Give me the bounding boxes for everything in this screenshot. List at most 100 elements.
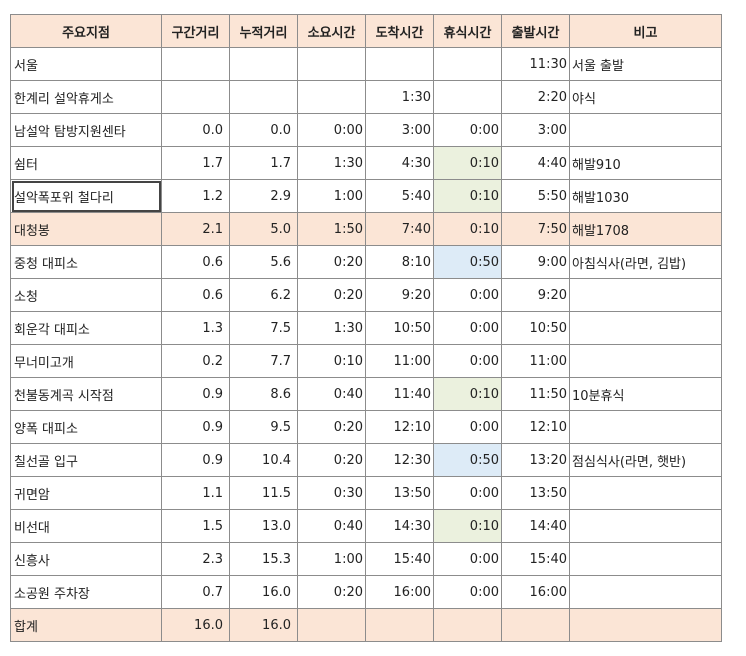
departure-cell[interactable]: 14:40 <box>501 509 570 543</box>
departure-cell[interactable]: 15:40 <box>501 542 570 576</box>
cumulative-distance-cell[interactable]: 16.0 <box>229 608 298 642</box>
arrival-cell[interactable]: 15:40 <box>365 542 434 576</box>
arrival-cell[interactable]: 4:30 <box>365 146 434 180</box>
rest-cell[interactable]: 0:00 <box>433 410 502 444</box>
duration-cell[interactable]: 0:20 <box>297 575 366 609</box>
note-cell[interactable] <box>569 410 722 444</box>
section-distance-cell[interactable]: 1.3 <box>161 311 230 345</box>
cumulative-distance-cell[interactable]: 7.7 <box>229 344 298 378</box>
header-cell-rest[interactable]: 휴식시간 <box>433 14 502 48</box>
cumulative-distance-cell[interactable]: 1.7 <box>229 146 298 180</box>
rest-cell[interactable]: 0:00 <box>433 575 502 609</box>
duration-cell[interactable]: 1:00 <box>297 542 366 576</box>
header-cell-departure[interactable]: 출발시간 <box>501 14 570 48</box>
arrival-cell[interactable] <box>365 608 434 642</box>
rest-cell[interactable]: 0:00 <box>433 476 502 510</box>
departure-cell[interactable]: 13:20 <box>501 443 570 477</box>
cumulative-distance-cell[interactable] <box>229 47 298 81</box>
note-cell[interactable] <box>569 608 722 642</box>
cumulative-distance-cell[interactable]: 10.4 <box>229 443 298 477</box>
checkpoint-cell[interactable]: 합계 <box>10 608 162 642</box>
checkpoint-cell[interactable]: 소공원 주차장 <box>10 575 162 609</box>
duration-cell[interactable]: 1:30 <box>297 146 366 180</box>
note-cell[interactable]: 해발1030 <box>569 179 722 213</box>
section-distance-cell[interactable]: 2.1 <box>161 212 230 246</box>
section-distance-cell[interactable]: 1.7 <box>161 146 230 180</box>
checkpoint-cell[interactable]: 비선대 <box>10 509 162 543</box>
duration-cell[interactable]: 0:20 <box>297 245 366 279</box>
arrival-cell[interactable]: 11:40 <box>365 377 434 411</box>
section-distance-cell[interactable] <box>161 80 230 114</box>
rest-cell[interactable]: 0:10 <box>433 509 502 543</box>
rest-cell[interactable] <box>433 80 502 114</box>
header-cell-arrival[interactable]: 도착시간 <box>365 14 434 48</box>
header-cell-note[interactable]: 비고 <box>569 14 722 48</box>
section-distance-cell[interactable]: 1.5 <box>161 509 230 543</box>
checkpoint-cell[interactable]: 설악폭포위 철다리 <box>10 179 162 213</box>
section-distance-cell[interactable]: 1.1 <box>161 476 230 510</box>
note-cell[interactable]: 10분휴식 <box>569 377 722 411</box>
duration-cell[interactable] <box>297 47 366 81</box>
cumulative-distance-cell[interactable]: 5.6 <box>229 245 298 279</box>
section-distance-cell[interactable]: 0.9 <box>161 410 230 444</box>
duration-cell[interactable]: 1:00 <box>297 179 366 213</box>
checkpoint-cell[interactable]: 한계리 설악휴게소 <box>10 80 162 114</box>
arrival-cell[interactable] <box>365 47 434 81</box>
note-cell[interactable] <box>569 509 722 543</box>
rest-cell[interactable]: 0:00 <box>433 278 502 312</box>
note-cell[interactable]: 야식 <box>569 80 722 114</box>
checkpoint-cell[interactable]: 대청봉 <box>10 212 162 246</box>
duration-cell[interactable]: 0:00 <box>297 113 366 147</box>
note-cell[interactable] <box>569 278 722 312</box>
checkpoint-cell[interactable]: 쉼터 <box>10 146 162 180</box>
arrival-cell[interactable]: 7:40 <box>365 212 434 246</box>
rest-cell[interactable] <box>433 47 502 81</box>
departure-cell[interactable]: 7:50 <box>501 212 570 246</box>
rest-cell[interactable]: 0:10 <box>433 179 502 213</box>
rest-cell[interactable]: 0:10 <box>433 377 502 411</box>
note-cell[interactable] <box>569 113 722 147</box>
section-distance-cell[interactable]: 0.0 <box>161 113 230 147</box>
note-cell[interactable]: 해발910 <box>569 146 722 180</box>
cumulative-distance-cell[interactable]: 2.9 <box>229 179 298 213</box>
departure-cell[interactable]: 3:00 <box>501 113 570 147</box>
checkpoint-cell[interactable]: 신흥사 <box>10 542 162 576</box>
departure-cell[interactable]: 12:10 <box>501 410 570 444</box>
rest-cell[interactable]: 0:10 <box>433 212 502 246</box>
arrival-cell[interactable]: 3:00 <box>365 113 434 147</box>
checkpoint-cell[interactable]: 귀면암 <box>10 476 162 510</box>
departure-cell[interactable]: 11:30 <box>501 47 570 81</box>
rest-cell[interactable] <box>433 608 502 642</box>
arrival-cell[interactable]: 9:20 <box>365 278 434 312</box>
checkpoint-cell[interactable]: 천불동계곡 시작점 <box>10 377 162 411</box>
cumulative-distance-cell[interactable]: 7.5 <box>229 311 298 345</box>
duration-cell[interactable]: 1:30 <box>297 311 366 345</box>
cumulative-distance-cell[interactable]: 13.0 <box>229 509 298 543</box>
duration-cell[interactable]: 0:40 <box>297 509 366 543</box>
checkpoint-cell[interactable]: 칠선골 입구 <box>10 443 162 477</box>
note-cell[interactable] <box>569 542 722 576</box>
rest-cell[interactable]: 0:00 <box>433 113 502 147</box>
cumulative-distance-cell[interactable] <box>229 80 298 114</box>
header-cell-checkpoint[interactable]: 주요지점 <box>10 14 162 48</box>
rest-cell[interactable]: 0:10 <box>433 146 502 180</box>
duration-cell[interactable]: 0:20 <box>297 410 366 444</box>
section-distance-cell[interactable]: 0.6 <box>161 245 230 279</box>
section-distance-cell[interactable]: 16.0 <box>161 608 230 642</box>
note-cell[interactable]: 서울 출발 <box>569 47 722 81</box>
duration-cell[interactable]: 0:20 <box>297 443 366 477</box>
checkpoint-cell[interactable]: 회운각 대피소 <box>10 311 162 345</box>
header-cell-section-distance[interactable]: 구간거리 <box>161 14 230 48</box>
section-distance-cell[interactable]: 0.6 <box>161 278 230 312</box>
arrival-cell[interactable]: 14:30 <box>365 509 434 543</box>
duration-cell[interactable]: 0:20 <box>297 278 366 312</box>
note-cell[interactable] <box>569 344 722 378</box>
cumulative-distance-cell[interactable]: 16.0 <box>229 575 298 609</box>
rest-cell[interactable]: 0:00 <box>433 344 502 378</box>
section-distance-cell[interactable]: 0.7 <box>161 575 230 609</box>
duration-cell[interactable] <box>297 608 366 642</box>
duration-cell[interactable]: 0:10 <box>297 344 366 378</box>
cumulative-distance-cell[interactable]: 11.5 <box>229 476 298 510</box>
departure-cell[interactable] <box>501 608 570 642</box>
departure-cell[interactable]: 16:00 <box>501 575 570 609</box>
